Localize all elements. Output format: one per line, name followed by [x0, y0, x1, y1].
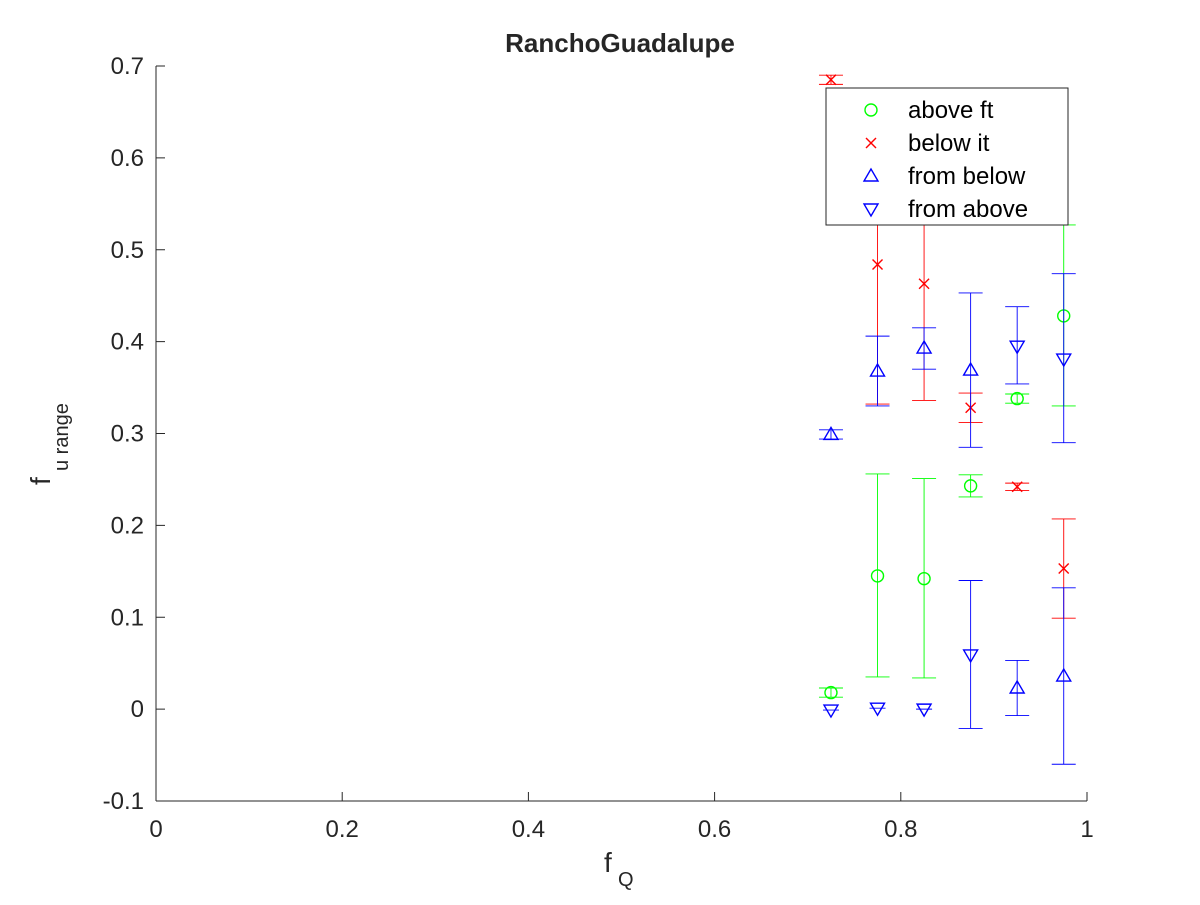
data-point	[1008, 679, 1026, 694]
legend-item-from-below: from below	[862, 163, 1026, 190]
error-bar	[818, 429, 843, 440]
svg-text:u range: u range	[51, 403, 73, 471]
error-bar	[1005, 306, 1030, 385]
legend-label: below it	[908, 130, 990, 157]
error-bar	[958, 292, 983, 448]
error-bar	[1005, 659, 1030, 717]
data-point	[962, 649, 979, 664]
x-axis-label-main: f	[604, 847, 612, 878]
error-bar	[865, 335, 890, 407]
legend-box	[825, 87, 1069, 226]
x-axis-label: f Q	[604, 847, 634, 891]
y-tick-label: 0.4	[111, 329, 144, 356]
data-point	[915, 703, 933, 718]
data-point	[1008, 340, 1026, 355]
data-point	[962, 361, 979, 376]
legend: above ft below it from below from above	[825, 87, 1069, 226]
error-bar	[1051, 587, 1076, 765]
error-bar	[818, 687, 843, 698]
legend-label: from above	[908, 196, 1028, 223]
data-point	[822, 426, 840, 441]
data-point-stroke-b	[918, 278, 930, 290]
legend-item-from-above: from above	[862, 196, 1028, 223]
error-bar	[958, 474, 983, 498]
y-tick-label: 0.2	[111, 512, 144, 539]
error-bar	[912, 478, 937, 679]
data-point-stroke-b	[1058, 563, 1070, 575]
data-point	[824, 685, 838, 700]
svg-text:f: f	[25, 477, 56, 485]
svg-text:f: f	[604, 847, 612, 878]
error-bar	[958, 580, 983, 729]
data-point	[1055, 667, 1072, 682]
chart-title: RanchoGuadalupe	[505, 28, 735, 58]
data-point	[918, 278, 930, 290]
y-tick-label: 0.1	[111, 604, 144, 631]
data-point	[870, 569, 885, 583]
x-tick-label: 0.4	[512, 816, 545, 843]
x-tick-label: 0.6	[698, 816, 731, 843]
legend-item-below-it: below it	[865, 130, 990, 157]
data-point	[1011, 481, 1023, 493]
data-point	[869, 702, 886, 717]
series-from-above	[822, 273, 1076, 729]
error-bar	[1051, 273, 1076, 444]
data-point-stroke-b	[1011, 481, 1023, 493]
legend-marker-stroke-b	[865, 137, 877, 149]
legend-label: from below	[908, 163, 1026, 190]
series-from-below	[818, 292, 1076, 765]
legend-marker	[864, 103, 878, 117]
error-bar	[1005, 393, 1030, 404]
x-tick-label: 0	[149, 816, 162, 843]
x-tick-label: 0.8	[884, 816, 917, 843]
data-point	[869, 362, 886, 377]
data-point	[1058, 563, 1070, 575]
y-tick-label: -0.1	[103, 788, 144, 815]
data-point	[963, 479, 978, 493]
data-point-stroke-b	[872, 258, 884, 270]
legend-label: above ft	[908, 97, 994, 124]
data-point	[1055, 353, 1072, 368]
data-point	[825, 74, 837, 86]
y-axis-label-main: f	[25, 477, 56, 485]
y-axis-label-sub: u range	[51, 403, 73, 471]
data-point-stroke-b	[825, 74, 837, 86]
y-tick-label: 0.3	[111, 421, 144, 448]
x-axis-label-sub: Q	[618, 869, 634, 891]
y-tick-label: 0.7	[111, 53, 144, 80]
x-tick-label: 1	[1080, 816, 1093, 843]
legend-marker	[862, 203, 880, 218]
legend-marker	[862, 167, 880, 182]
error-bar	[912, 327, 937, 370]
y-axis-label: f u range	[25, 403, 73, 485]
axes: 0 0.2 0.4 0.6 0.8 1-0.100.10.20.30.40.50.60.7	[103, 53, 1094, 843]
x-tick-label: 0.2	[326, 816, 359, 843]
data-point	[1010, 391, 1024, 406]
legend-marker	[865, 137, 877, 149]
y-tick-label: 0.6	[111, 145, 144, 172]
legend-item-above-ft: above ft	[864, 97, 994, 124]
data-point	[822, 704, 840, 719]
data-point	[872, 258, 884, 270]
series-above-ft	[818, 224, 1076, 700]
y-tick-label: 0.5	[111, 237, 144, 264]
data-point	[915, 339, 933, 354]
svg-text:Q: Q	[618, 869, 634, 891]
data-point	[917, 571, 931, 586]
y-tick-label: 0	[131, 696, 144, 723]
error-bar	[865, 473, 890, 678]
